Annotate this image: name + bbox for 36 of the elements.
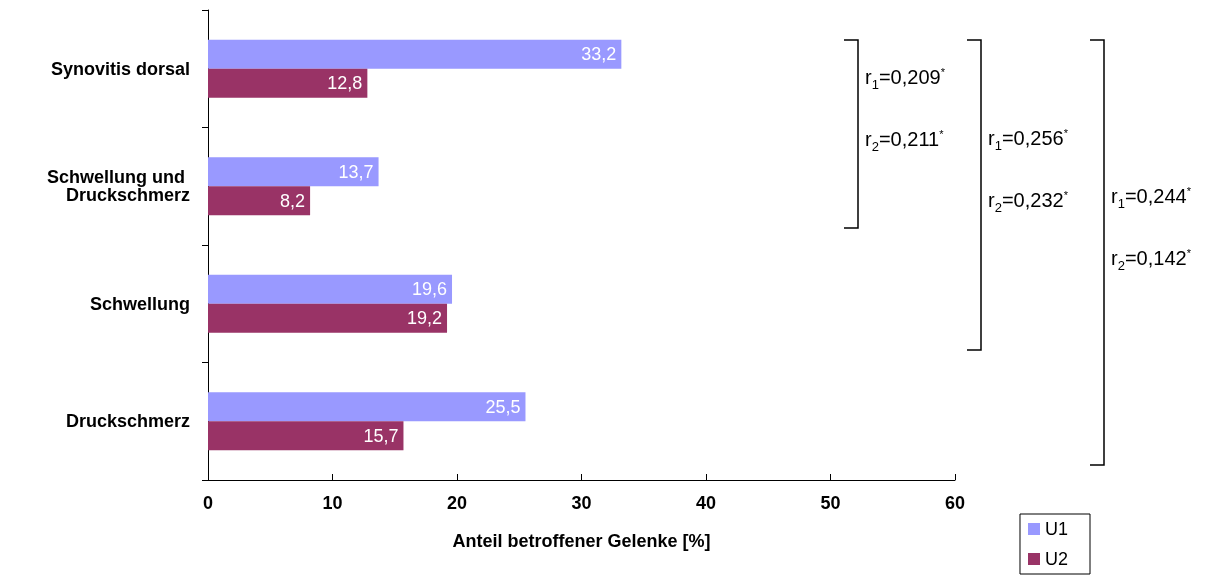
data-label: 33,2 xyxy=(581,44,617,65)
bar xyxy=(208,421,404,451)
data-label: 25,5 xyxy=(485,396,521,417)
x-axis-title: Anteil betroffener Gelenke [%] xyxy=(452,531,711,551)
x-tick-label: 40 xyxy=(695,493,717,513)
legend-label: U1 xyxy=(1044,519,1069,539)
legend-label: U2 xyxy=(1044,549,1069,569)
data-label: 19,6 xyxy=(411,279,448,300)
x-tick-label: 0 xyxy=(202,493,214,513)
y-tick-label: Druckschmerz xyxy=(65,411,190,432)
y-tick-label: Schwellung und Druckschmerz xyxy=(47,167,190,206)
data-label: 8,2 xyxy=(280,190,306,211)
bar xyxy=(208,392,526,422)
bar xyxy=(208,157,379,187)
bar xyxy=(208,274,453,304)
data-label: 19,2 xyxy=(406,308,443,329)
bar xyxy=(208,68,368,98)
text: r$_{2}$=0,232$^{*}$ xyxy=(988,189,1068,215)
data-label: 12,8 xyxy=(327,73,363,94)
text: r$_{1}$=0,256$^{*}$ xyxy=(988,127,1068,153)
data-label: 13,7 xyxy=(338,161,374,182)
x-tick-label: 20 xyxy=(446,493,468,513)
annotation: r$_{1}$=0,209$^{*}$ xyxy=(865,66,945,92)
x-tick-label: 60 xyxy=(944,493,966,513)
text: r$_{2}$=0,142$^{*}$ xyxy=(1111,246,1191,273)
x-tick-label: 30 xyxy=(571,493,592,513)
x-tick-label: 50 xyxy=(820,493,841,513)
bar xyxy=(208,186,311,216)
y-tick-label: Schwellung xyxy=(89,293,190,314)
x-tick-label: 10 xyxy=(322,493,343,513)
bar xyxy=(208,39,622,69)
annotation: r$_{2}$=0,211$^{*}$ xyxy=(865,128,944,154)
bar xyxy=(208,303,448,333)
data-label: 15,7 xyxy=(363,425,399,446)
y-tick-label: Synovitis dorsal xyxy=(50,58,190,79)
text: r$_{1}$=0,244$^{*}$ xyxy=(1111,184,1191,211)
